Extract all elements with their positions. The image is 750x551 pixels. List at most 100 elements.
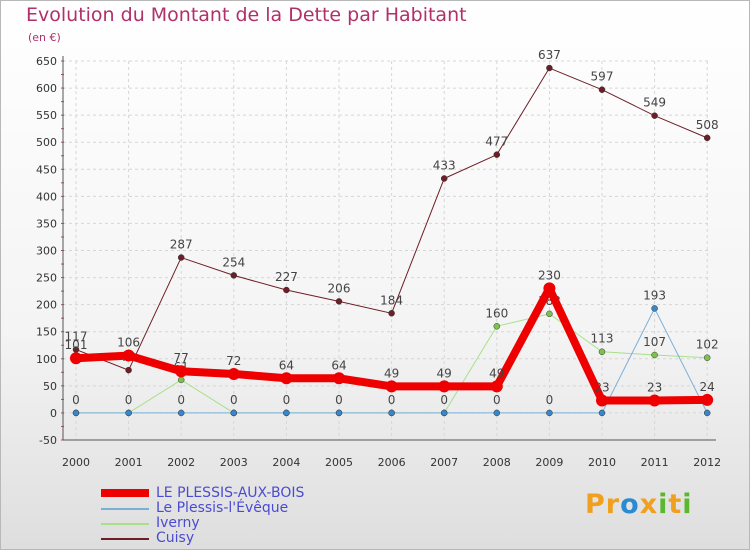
legend-label: Cuisy [156,530,195,546]
data-point-cuisy [388,310,395,317]
data-label-zero: 0 [440,393,448,407]
y-tick-label: -50 [39,434,57,447]
data-label-zero: 0 [335,393,343,407]
chart-title: Evolution du Montant de la Dette par Hab… [26,4,467,26]
x-tick-label: 2003 [220,456,248,469]
x-tick-label: 2006 [378,456,406,469]
legend-swatch [101,489,149,497]
data-point-le-plessis-aux-bois [701,393,714,406]
data-label-le-plessis-aux-bois: 49 [437,366,452,380]
data-label-cuisy: 206 [328,281,351,295]
data-point-le-plessis-aux-bois [227,367,240,380]
y-tick-label: 100 [36,353,57,366]
data-label-le-plessis-aux-bois: 72 [226,354,241,368]
x-tick-label: 2002 [167,456,195,469]
data-point-le-plessis-aux-bois [543,282,556,295]
logo-letter: P [585,489,606,520]
data-point-cuisy [177,254,185,261]
logo-letter: r [605,489,621,520]
data-point-le-plessis-aux-bois [596,394,608,407]
data-label-cuisy: 637 [538,48,561,62]
data-label-cuisy: 117 [65,330,88,344]
data-label-zero: 0 [125,393,133,407]
data-label-zero: 0 [283,393,291,407]
data-point-le-plessis-aux-bois [70,352,82,365]
y-tick-label: 150 [36,326,57,339]
data-point-cuisy [440,175,448,182]
y-tick-label: 600 [36,82,57,95]
legend-item-le-plessis-aux-bois: LE PLESSIS-AUX-BOIS [101,485,421,501]
chart-legend: LE PLESSIS-AUX-BOIS Le Plessis-l'Évêque … [101,485,421,546]
logo-letter: i [658,489,669,520]
data-label-le-plessis-aux-bois: 23 [594,380,609,394]
data-label-le-plessis-l-v-que: 193 [643,288,666,302]
data-label-le-plessis-aux-bois: 24 [700,380,715,394]
data-label-zero: 0 [388,393,396,407]
data-label-cuisy: 287 [170,238,193,252]
data-point-le-plessis-l-v-que [546,409,553,417]
data-label-cuisy: 227 [275,270,298,284]
data-point-le-plessis-aux-bois [648,394,661,407]
legend-label: Iverny [156,515,200,531]
data-point-le-plessis-l-v-que [125,409,132,417]
data-point-iverny [493,323,501,330]
x-tick-label: 2007 [430,456,458,469]
data-point-cuisy [703,134,711,142]
data-point-cuisy [598,86,606,93]
data-point-cuisy [125,366,132,374]
data-label-cuisy: 254 [222,255,245,269]
data-point-iverny [546,310,553,318]
data-point-cuisy [546,64,553,72]
data-point-le-plessis-aux-bois [122,349,135,362]
data-point-cuisy [230,272,238,279]
y-tick-label: 650 [36,55,57,68]
logo-letter: i [682,489,693,520]
data-label-iverny: 107 [643,335,666,349]
data-label-le-plessis-aux-bois: 230 [538,268,561,282]
data-point-cuisy [283,286,290,294]
data-point-le-plessis-l-v-que [177,409,185,417]
y-tick-label: 200 [36,299,57,312]
y-tick-label: 250 [36,272,57,285]
legend-label: LE PLESSIS-AUX-BOIS [156,485,305,501]
data-point-cuisy [335,298,343,305]
data-point-le-plessis-l-v-que [703,409,711,417]
data-label-le-plessis-l-v-que: 0 [546,393,554,407]
data-point-le-plessis-l-v-que [72,409,80,417]
data-point-iverny [598,348,606,355]
data-point-le-plessis-l-v-que [651,305,658,312]
y-tick-label: 350 [36,217,57,230]
data-label-cuisy: 508 [696,118,719,132]
data-point-le-plessis-l-v-que [388,409,395,417]
data-label-le-plessis-l-v-que: 0 [177,393,185,407]
data-point-iverny [703,354,711,361]
legend-item-cuisy: Cuisy [101,530,421,546]
y-tick-label: 50 [43,380,57,393]
data-label-le-plessis-aux-bois: 49 [384,366,399,380]
logo-letter: t [668,489,683,520]
data-point-le-plessis-l-v-que [335,409,343,417]
data-label-cuisy: 433 [433,158,456,172]
legend-swatch [101,523,149,525]
data-label-le-plessis-aux-bois: 49 [489,366,504,380]
data-label-cuisy: 184 [380,293,403,307]
data-point-le-plessis-aux-bois [333,372,345,385]
data-point-cuisy [493,151,501,158]
logo-letter: o [620,489,640,520]
chart-subtitle: (en €) [28,31,61,44]
legend-swatch [101,508,149,510]
legend-item-iverny: Iverny [101,515,421,531]
data-label-iverny: 113 [591,332,614,346]
data-label-cuisy: 477 [485,135,508,149]
data-label-le-plessis-aux-bois: 23 [647,380,662,394]
data-label-le-plessis-aux-bois: 101 [65,338,88,352]
data-label-le-plessis-aux-bois: 77 [174,351,189,365]
x-tick-label: 2008 [483,456,511,469]
data-point-le-plessis-aux-bois [175,365,188,378]
data-point-le-plessis-l-v-que [440,409,448,417]
legend-swatch [101,538,149,540]
data-label-iverny: 102 [696,338,719,352]
y-tick-label: 550 [36,109,57,122]
